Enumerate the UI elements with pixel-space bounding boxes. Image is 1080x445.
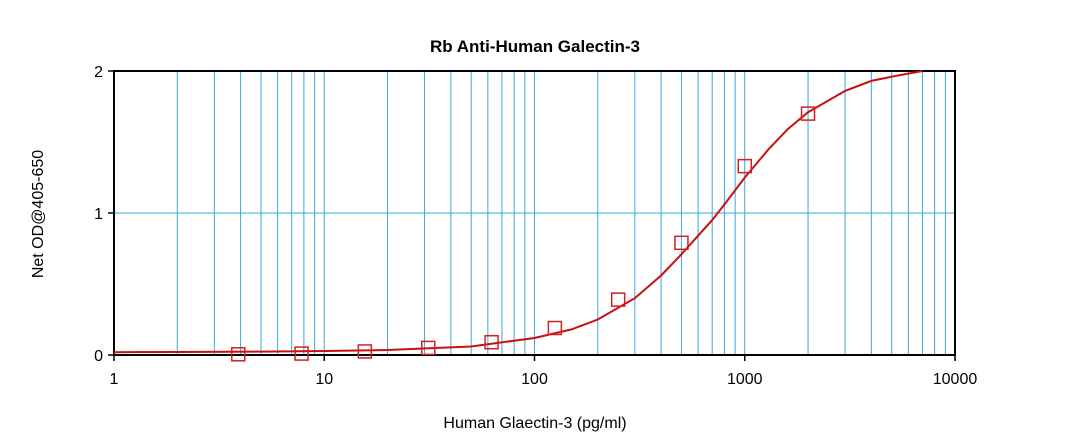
chart-title: Rb Anti-Human Galectin-3: [430, 37, 640, 56]
data-point: [421, 340, 436, 356]
x-tick-label: 10: [315, 371, 333, 388]
data-point: [294, 346, 309, 361]
x-tick-label: 100: [521, 371, 548, 388]
data-point: [484, 334, 499, 350]
fit-curve: [113, 70, 923, 354]
y-axis-label: Net OD@405-650: [30, 150, 47, 278]
data-point: [231, 347, 246, 362]
x-tick-label: 10000: [933, 371, 978, 388]
y-tick-label: 0: [94, 348, 103, 365]
data-point: [674, 235, 689, 251]
y-tick-label: 2: [94, 64, 103, 81]
grid-layer: [114, 71, 955, 355]
data-point: [357, 344, 373, 359]
data-point: [547, 320, 563, 336]
data-point: [737, 158, 752, 174]
marker-layer: [231, 106, 816, 362]
data-point: [610, 292, 626, 307]
data-point: [800, 106, 816, 121]
y-tick-label: 1: [94, 206, 103, 223]
x-tick-label: 1000: [727, 371, 763, 388]
x-axis-label: Human Glaectin-3 (pg/ml): [443, 415, 626, 432]
x-tick-label: 1: [110, 371, 119, 388]
